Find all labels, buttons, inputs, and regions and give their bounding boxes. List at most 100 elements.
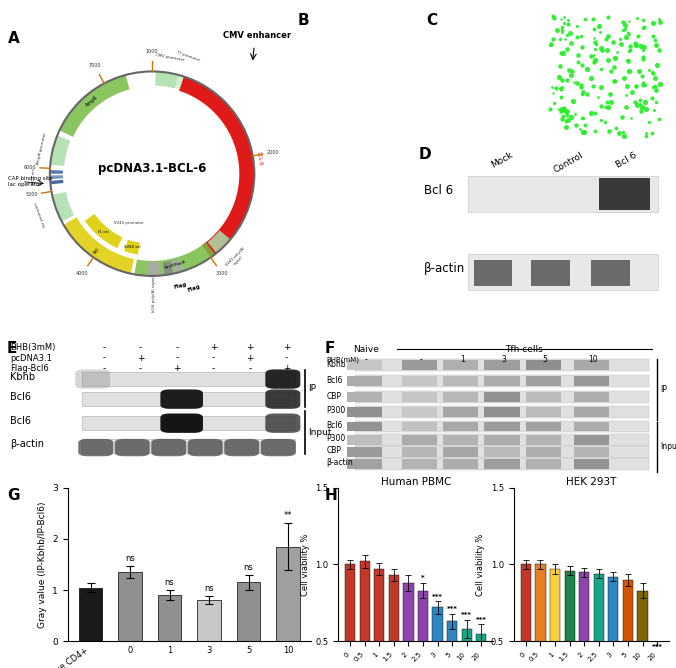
Y-axis label: Cell viability %: Cell viability % (477, 533, 485, 596)
Text: *: * (421, 575, 425, 581)
Bar (389, 575, 399, 668)
Text: C: C (426, 13, 437, 28)
Text: 500: 500 (402, 273, 410, 277)
FancyBboxPatch shape (347, 435, 382, 445)
Bar (300, 193, 323, 196)
FancyBboxPatch shape (574, 376, 609, 386)
FancyBboxPatch shape (526, 407, 561, 417)
Bar (300, 226, 323, 230)
Text: 1000: 1000 (399, 223, 410, 227)
Polygon shape (52, 192, 74, 222)
Polygon shape (50, 136, 70, 166)
Text: +: + (210, 343, 218, 352)
Text: 2000: 2000 (266, 150, 279, 155)
FancyBboxPatch shape (402, 435, 437, 445)
Text: 4000: 4000 (76, 271, 88, 277)
Bar (375, 569, 385, 668)
Bar (404, 583, 414, 668)
Text: bGH poly(A) signal: bGH poly(A) signal (152, 276, 156, 312)
Bar (384, 172, 402, 174)
Text: 3: 3 (502, 355, 506, 364)
FancyBboxPatch shape (402, 407, 437, 417)
FancyBboxPatch shape (574, 422, 609, 432)
Bar (447, 621, 457, 668)
FancyBboxPatch shape (443, 360, 478, 370)
Bar (384, 273, 402, 276)
Polygon shape (84, 214, 122, 248)
Polygon shape (147, 262, 161, 276)
Text: 5000: 5000 (399, 98, 410, 102)
Text: +: + (283, 343, 291, 352)
FancyBboxPatch shape (526, 392, 561, 402)
Bar (418, 591, 428, 668)
Text: **: ** (284, 512, 292, 520)
Text: -: - (285, 353, 288, 363)
Text: H: H (324, 488, 337, 502)
FancyBboxPatch shape (402, 392, 437, 402)
FancyBboxPatch shape (574, 392, 609, 402)
FancyBboxPatch shape (574, 407, 609, 417)
Text: pcDNA3.1-BCL-6: pcDNA3.1-BCL-6 (98, 162, 206, 175)
Text: ***: *** (476, 617, 487, 623)
FancyBboxPatch shape (443, 422, 478, 432)
Text: Mock: Mock (489, 150, 514, 170)
Text: 1000: 1000 (146, 49, 158, 54)
Text: P300: P300 (327, 406, 345, 415)
Text: Kbhb: Kbhb (9, 372, 35, 381)
Text: AmpR: AmpR (84, 95, 99, 108)
FancyBboxPatch shape (526, 422, 561, 432)
FancyBboxPatch shape (485, 459, 520, 469)
Text: 2000: 2000 (399, 171, 410, 175)
FancyBboxPatch shape (355, 391, 649, 403)
Text: IP: IP (660, 385, 667, 394)
Polygon shape (155, 71, 178, 88)
Text: -: - (420, 355, 422, 364)
Text: SV40 ori: SV40 ori (124, 245, 141, 249)
Text: 3000: 3000 (216, 271, 228, 277)
Text: 1: 1 (460, 355, 465, 364)
Text: ns: ns (204, 584, 214, 593)
Bar (433, 607, 443, 668)
FancyBboxPatch shape (261, 439, 296, 456)
Text: ns: ns (243, 562, 254, 572)
Text: SV40 poly(A)
signal: SV40 poly(A) signal (225, 246, 249, 271)
Text: -: - (176, 353, 178, 363)
FancyBboxPatch shape (485, 422, 520, 432)
FancyBboxPatch shape (468, 254, 658, 290)
Bar (384, 98, 402, 101)
Text: lac promoter: lac promoter (34, 201, 47, 227)
Polygon shape (163, 261, 173, 275)
Bar (78, 588, 102, 641)
FancyBboxPatch shape (347, 360, 382, 370)
FancyBboxPatch shape (474, 259, 512, 287)
Bar (300, 156, 323, 160)
Text: Flag: Flag (187, 284, 201, 293)
Polygon shape (172, 259, 184, 273)
Text: B: B (297, 13, 309, 28)
FancyBboxPatch shape (151, 439, 187, 456)
Text: 6000: 6000 (399, 82, 410, 86)
Text: -: - (364, 355, 367, 364)
Text: 10000: 10000 (396, 36, 410, 40)
FancyBboxPatch shape (160, 389, 203, 409)
FancyBboxPatch shape (574, 459, 609, 469)
Bar (384, 36, 402, 39)
Text: Flag-Bcl6: Flag-Bcl6 (9, 364, 49, 373)
Text: +: + (283, 364, 291, 373)
FancyBboxPatch shape (443, 376, 478, 386)
FancyBboxPatch shape (347, 407, 382, 417)
Text: Flag: Flag (173, 281, 187, 290)
FancyBboxPatch shape (355, 446, 649, 458)
FancyBboxPatch shape (485, 360, 520, 370)
Text: Bcl6: Bcl6 (327, 375, 343, 385)
FancyBboxPatch shape (355, 421, 649, 432)
Text: BCL-6: BCL-6 (256, 151, 263, 166)
FancyBboxPatch shape (485, 392, 520, 402)
Text: -: - (139, 364, 142, 373)
Bar (384, 116, 402, 120)
Bar (197, 601, 221, 641)
FancyBboxPatch shape (266, 389, 300, 409)
Text: ***: *** (652, 645, 662, 651)
FancyBboxPatch shape (443, 459, 478, 469)
Text: NeoR/KanR: NeoR/KanR (164, 260, 187, 270)
